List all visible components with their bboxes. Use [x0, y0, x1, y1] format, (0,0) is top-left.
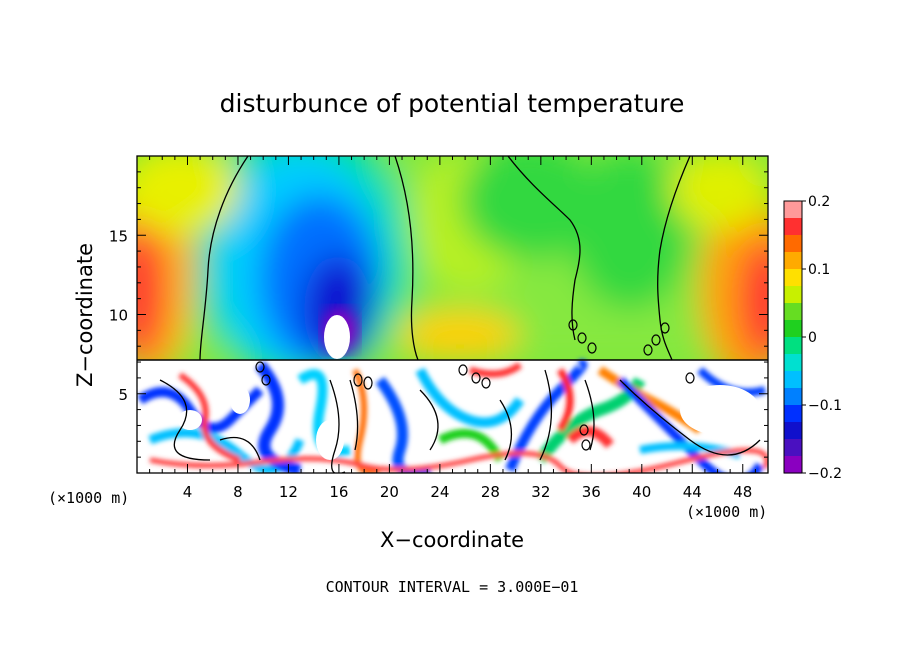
y-tick-label: 15 — [109, 227, 128, 245]
colorbar-swatch — [784, 201, 802, 219]
colorbar-swatch — [784, 286, 802, 304]
colorbar-swatch — [784, 320, 802, 338]
colorbar-swatch — [784, 422, 802, 440]
x-unit-right: (×1000 m) — [686, 503, 767, 521]
y-axis: 5 10 15 — [109, 171, 768, 458]
x-tick-label: 44 — [683, 483, 702, 501]
colorbar-swatch — [784, 269, 802, 287]
y-tick-label: 10 — [109, 307, 128, 325]
boundary-layer — [137, 359, 768, 473]
contour-loops — [255, 319, 695, 451]
contour-lines — [137, 156, 768, 473]
colorbar-tick-label: −0.2 — [808, 466, 842, 482]
colorbar-swatch — [784, 371, 802, 389]
colorbar-tick-label: 0 — [808, 330, 817, 346]
x-axis-label: X−coordinate — [380, 528, 524, 552]
colorbar-tick-label: −0.1 — [808, 398, 842, 414]
x-unit-left: (×1000 m) — [48, 489, 129, 507]
x-tick-label: 12 — [279, 483, 298, 501]
x-tick-label: 24 — [430, 483, 449, 501]
colorbar-swatch — [784, 405, 802, 423]
x-tick-label: 8 — [233, 483, 243, 501]
colorbar-swatch — [784, 235, 802, 253]
colorbar-swatch — [784, 303, 802, 321]
colorbar-swatch — [784, 337, 802, 355]
colorbar-tick-label: 0.2 — [808, 194, 830, 210]
colorbar-swatch — [784, 252, 802, 270]
colorbar-swatch — [784, 354, 802, 372]
chart-title: disturbunce of potential temperature — [220, 89, 685, 118]
x-tick-label: 32 — [531, 483, 550, 501]
colorbar-swatch — [784, 439, 802, 457]
x-tick-label: 36 — [582, 483, 601, 501]
x-tick-label: 48 — [733, 483, 752, 501]
x-tick-label: 20 — [380, 483, 399, 501]
contour-interval-footer: CONTOUR INTERVAL = 3.000E−01 — [326, 578, 579, 596]
x-tick-label: 28 — [481, 483, 500, 501]
y-tick-label: 5 — [118, 386, 128, 404]
cold-core-hole — [324, 315, 350, 359]
x-tick-label: 40 — [632, 483, 651, 501]
plot-area — [137, 156, 768, 473]
x-tick-label: 4 — [183, 483, 193, 501]
colorbar-swatch — [784, 388, 802, 406]
colorbar-swatch — [784, 456, 802, 474]
colorbar-tick-label: 0.1 — [808, 262, 830, 278]
colorbar-swatch — [784, 218, 802, 236]
x-axis: 4 8 12 16 20 24 28 32 36 40 44 48 — [149, 156, 756, 501]
colorbar: 0.2 0.1 0 −0.1 −0.2 — [783, 194, 842, 482]
x-tick-label: 16 — [329, 483, 348, 501]
y-axis-label: Z−coordinate — [73, 243, 97, 387]
